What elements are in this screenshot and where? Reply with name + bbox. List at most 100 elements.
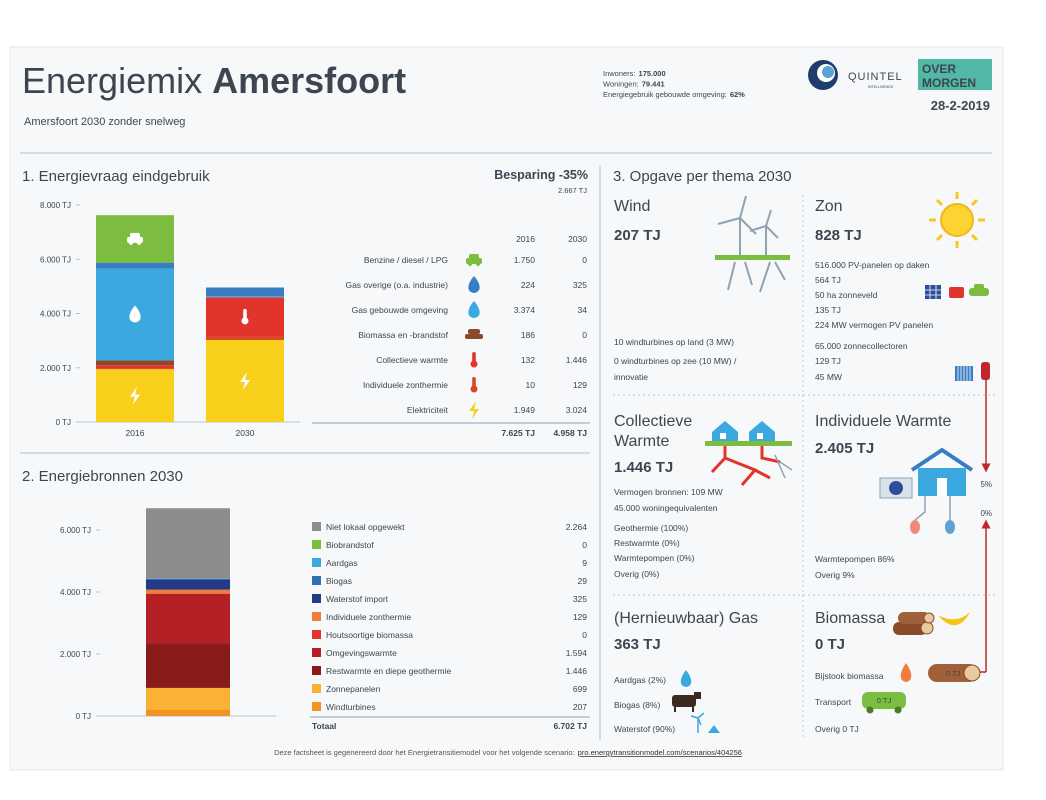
bar-segment	[146, 643, 230, 688]
stat-value: 79.441	[642, 80, 665, 89]
stat-label: Woningen:	[603, 80, 639, 89]
theme-line: 129 TJ	[815, 356, 841, 366]
y-tick-label: 4.000 TJ	[60, 588, 91, 597]
theme-line: Warmtepompen (0%)	[614, 553, 695, 563]
table-header: 2016	[516, 234, 535, 244]
bolt	[240, 371, 250, 390]
biomass-icons	[862, 612, 981, 714]
y-tick-label: 6.000 TJ	[60, 526, 91, 535]
theme-line: Aardgas (2%)	[614, 675, 666, 685]
table-row-label: Collectieve warmte	[376, 355, 448, 365]
bar-segment	[146, 709, 230, 716]
stat-value: 175.000	[639, 69, 666, 78]
bar-segment	[146, 508, 230, 579]
gas-icons	[672, 670, 720, 733]
legend-label: Houtsoortige biomassa	[326, 630, 413, 640]
theme-line: 0 windturbines op zee (10 MW) /	[614, 356, 737, 366]
icon-car	[127, 232, 143, 245]
wind-icon	[717, 195, 786, 293]
thermo-stem	[472, 352, 476, 363]
theme-amount: 207 TJ	[614, 227, 661, 244]
icon-logs	[465, 329, 483, 339]
legend-value: 0	[582, 540, 587, 550]
legend-swatch	[312, 702, 321, 711]
legend-label: Niet lokaal opgewekt	[326, 522, 405, 532]
bar-segment	[96, 365, 174, 369]
table-row-label: Individuele zonthermie	[363, 380, 448, 390]
car-top	[469, 254, 479, 259]
savings-amount: 2.667 TJ	[558, 186, 587, 195]
theme-line: 10 windturbines op land (3 MW)	[614, 337, 734, 347]
table-value: 1.750	[514, 255, 536, 265]
legend-swatch	[312, 684, 321, 693]
legend-label: Zonnepanelen	[326, 684, 381, 694]
icon-flame	[468, 276, 480, 293]
quintel-sub: INTELLIGENCE	[868, 85, 894, 89]
legend-value: 0	[582, 630, 587, 640]
thermo-bulb	[470, 385, 478, 393]
bar-segment	[206, 287, 284, 297]
theme-line: 564 TJ	[815, 275, 841, 285]
theme-line: Warmtepompen 86%	[815, 554, 895, 564]
legend-label: Waterstof import	[326, 594, 389, 604]
table-value: 3.024	[566, 405, 588, 415]
y-tick-label: 0 TJ	[76, 712, 91, 721]
table-value: 129	[573, 380, 587, 390]
theme-amount: 2.405 TJ	[815, 440, 874, 457]
table-total: 4.958 TJ	[553, 428, 587, 438]
table-value: 0	[582, 255, 587, 265]
footer-text: Deze factsheet is gegenereerd door het E…	[274, 748, 575, 757]
flow-marker: 5%	[980, 480, 992, 489]
section-title: 2. Energiebronnen 2030	[22, 468, 183, 485]
legend-value: 1.446	[566, 666, 588, 676]
car-wheel	[468, 262, 472, 266]
table-total: 6.702 TJ	[553, 721, 587, 731]
table-value: 1.446	[566, 355, 588, 365]
subtitle: Amersfoort 2030 zonder snelweg	[24, 116, 185, 128]
bar-segment	[146, 579, 230, 590]
theme-name: Collectieve	[614, 413, 692, 430]
theme-line: Transport	[815, 697, 852, 707]
bolt	[469, 401, 479, 419]
legend-value: 129	[573, 612, 587, 622]
flame	[468, 301, 480, 318]
title-bold: Amersfoort	[212, 60, 406, 101]
theme-line: Overig (0%)	[614, 569, 660, 579]
heat-pump-icon	[879, 447, 974, 534]
theme-line: Biogas (8%)	[614, 700, 660, 710]
table-row-label: Biomassa en -brandstof	[358, 330, 448, 340]
theme-line: 516.000 PV-panelen op daken	[815, 260, 930, 270]
legend-label: Biogas	[326, 576, 352, 586]
theme-name: Wind	[614, 198, 650, 215]
table-value: 186	[521, 330, 535, 340]
legend-value: 1.594	[566, 648, 588, 658]
stat-label: Inwoners:	[603, 69, 636, 78]
icon-bolt	[469, 401, 479, 419]
theme-line: Overig 0 TJ	[815, 724, 859, 734]
date: 28-2-2019	[931, 98, 990, 113]
legend-label: Aardgas	[326, 558, 358, 568]
legend-swatch	[312, 612, 321, 621]
stat-value: 62%	[730, 90, 745, 99]
overmorgen: OVER	[922, 62, 956, 76]
legend-swatch	[312, 540, 321, 549]
legend-label: Omgevingswarmte	[326, 648, 397, 658]
page-title: Energiemix Amersfoort	[22, 60, 406, 101]
table-value: 132	[521, 355, 535, 365]
flame	[468, 276, 480, 293]
thermo-bulb	[241, 317, 249, 325]
legend-swatch	[312, 630, 321, 639]
stat: Woningen: 79.441	[603, 80, 665, 89]
badge: 0 TJ	[946, 669, 961, 678]
table-row-label: Elektriciteit	[407, 405, 449, 415]
x-tick-label: 2016	[126, 428, 145, 438]
car-wheel	[129, 240, 133, 245]
y-tick-label: 2.000 TJ	[40, 364, 71, 373]
district-heating-icon	[705, 421, 793, 486]
stat: Inwoners: 175.000	[603, 69, 666, 78]
legend-value: 207	[573, 702, 587, 712]
icon-thermo	[470, 377, 478, 393]
legend-label: Individuele zonthermie	[326, 612, 411, 622]
bar-segment	[146, 593, 230, 644]
table-value: 34	[578, 305, 588, 315]
